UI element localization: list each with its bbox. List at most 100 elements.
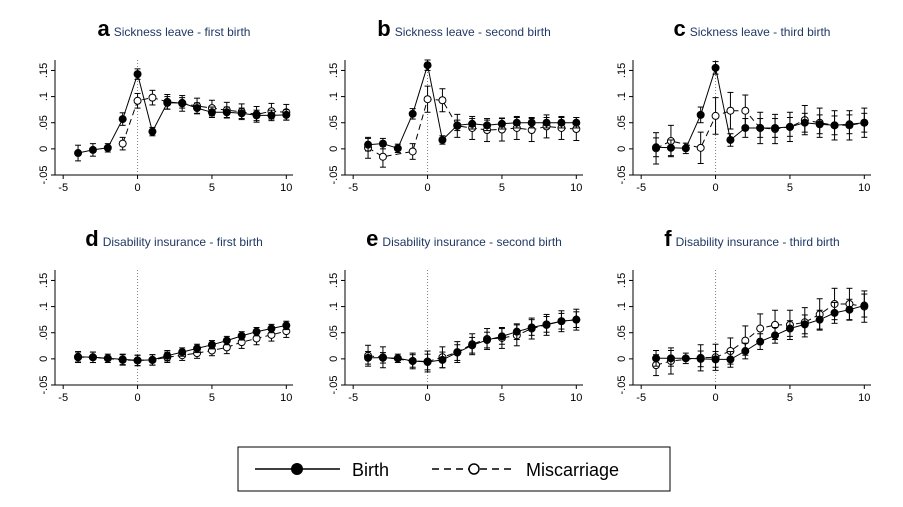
miscarriage-point [726,106,735,115]
birth-point [178,98,187,107]
birth-point [148,127,157,136]
panel-f: f Disability insurance - third birth -.05 0… [616,226,871,404]
birth-point [364,140,373,149]
y-tick-label: -.05 [328,376,340,395]
panel-letter: b [377,16,390,41]
y-tick-label: 0 [616,146,628,152]
birth-point [423,358,432,366]
panel-title-e: e Disability insurance - second birth [366,226,562,251]
birth-point [74,352,83,361]
panel-d: d Disability insurance - first birth -.05 0… [38,226,293,404]
y-tick-label: .15 [38,273,50,288]
birth-point [468,119,477,128]
y-tick-label: .05 [616,325,628,340]
birth-point [282,321,291,330]
birth-point [207,340,216,349]
miscarriage-point [148,93,157,102]
y-tick-label: 0 [328,356,340,362]
x-tick-label: 10 [570,182,582,194]
y-tick-label: .15 [616,273,628,288]
panel-title-text: Disability insurance - first birth [103,235,263,249]
x-tick-label: -5 [636,392,646,404]
x-tick-label: 0 [424,392,430,404]
y-tick-label: -.05 [616,376,628,395]
y-tick-label: 0 [38,356,50,362]
panel-title-text: Sickness leave - second birth [395,25,551,39]
birth-point [666,354,675,363]
y-tick-label: .1 [328,302,340,311]
birth-point [453,121,462,130]
y-tick-label: .05 [38,325,50,340]
birth-point [681,354,690,363]
birth-point [483,336,492,345]
birth-point [542,320,551,329]
x-tick-label: 5 [209,182,215,194]
miscarriage-point [711,111,720,120]
birth-point [408,356,417,365]
y-tick-label: .15 [38,63,50,78]
birth-point [800,320,809,329]
x-tick-label: 10 [858,182,870,194]
birth-point [572,118,581,127]
birth-point [267,111,276,120]
y-tick-label: .05 [328,325,340,340]
panel-b: b Sickness leave - second birth -.05 0 .05 .1… [328,16,583,194]
birth-point [222,336,231,345]
panel-title-d: d Disability insurance - first birth [85,226,263,251]
birth-point [88,145,97,154]
y-tick-label: -.05 [616,166,628,185]
birth-point [74,149,83,158]
birth-point [103,143,112,152]
y-tick-label: 0 [38,146,50,152]
x-tick-label: 10 [570,392,582,404]
y-tick-label: .1 [616,302,628,311]
birth-point [696,354,705,363]
birth-point [393,144,402,153]
birth-point [222,108,231,117]
birth-point [527,118,536,127]
miscarriage-point [408,147,417,156]
birth-point [408,109,417,118]
birth-point [785,122,794,131]
birth-point [193,344,202,353]
birth-point [696,110,705,119]
panel-letter: c [674,16,686,41]
x-tick-label: 0 [712,392,718,404]
x-tick-label: 0 [134,182,140,194]
birth-point [252,111,261,120]
y-tick-label: .1 [616,92,628,101]
x-tick-label: 5 [787,392,793,404]
birth-point [830,308,839,317]
birth-point [148,355,157,364]
panel-title-text: Sickness leave - first birth [114,25,251,39]
y-tick-label: .15 [616,63,628,78]
x-tick-label: 0 [134,392,140,404]
birth-point [652,143,661,152]
miscarriage-series-line [78,330,287,361]
x-tick-label: 10 [280,182,292,194]
birth-point [572,315,581,324]
birth-point [193,104,202,113]
birth-point [771,331,780,340]
panel-c: c Sickness leave - third birth -.05 0 .05 .1.… [616,16,871,194]
x-tick-label: 5 [499,182,505,194]
birth-point [438,355,447,364]
birth-point [483,121,492,130]
panel-title-b: b Sickness leave - second birth [377,16,551,41]
birth-point [378,353,387,362]
legend-birth-label: Birth [352,460,389,480]
panel-letter: a [98,16,111,41]
birth-point [468,341,477,350]
birth-point [860,118,869,127]
x-tick-label: 10 [858,392,870,404]
birth-point [756,123,765,132]
x-tick-label: 0 [712,182,718,194]
panel-title-c: c Sickness leave - third birth [674,16,831,41]
x-tick-label: 0 [424,182,430,194]
x-tick-label: 5 [787,182,793,194]
y-tick-label: 0 [616,356,628,362]
birth-point [815,120,824,129]
birth-point [726,355,735,364]
birth-point [118,115,127,124]
legend-birth-marker [291,463,303,475]
